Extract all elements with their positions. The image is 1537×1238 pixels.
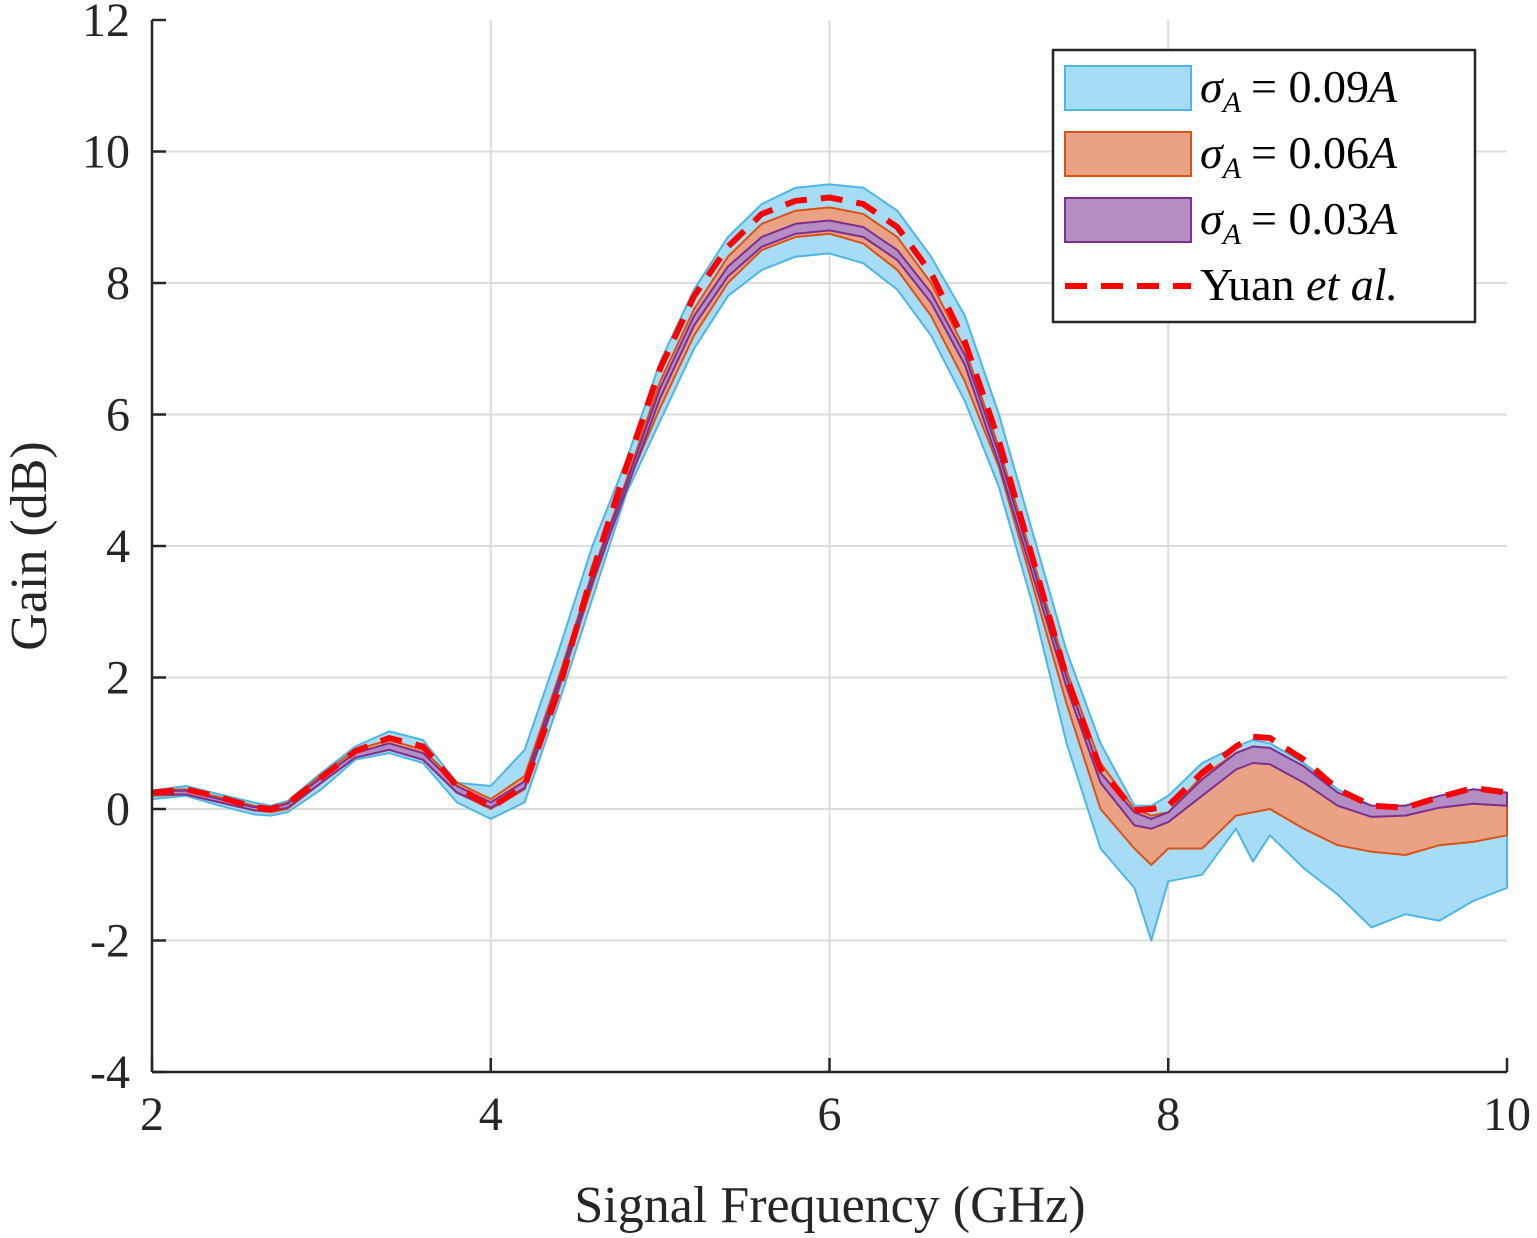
y-tick-label: 2 (106, 652, 130, 705)
y-tick-label: 0 (106, 783, 130, 836)
y-tick-label: -4 (90, 1046, 130, 1099)
tick-labels: 2 4 6 8 10 -4 -2 0 2 4 6 8 10 12 (82, 0, 1531, 1141)
legend-label-2: σA = 0.06A (1200, 127, 1398, 185)
x-tick-label: 4 (479, 1088, 503, 1141)
x-axis-title: Signal Frequency (GHz) (574, 1177, 1085, 1234)
legend-label-3: σA = 0.03A (1200, 193, 1398, 251)
x-tick-label: 2 (140, 1088, 164, 1141)
axes (150, 18, 1509, 1074)
x-tick-label: 6 (818, 1088, 842, 1141)
y-tick-label: 12 (82, 0, 130, 47)
y-axis-title: Gain (dB) (1, 441, 58, 650)
legend-swatch-1 (1064, 65, 1192, 111)
legend: σA = 0.09A σA = 0.06A σA = 0.03A Yuan et al. (1051, 48, 1477, 324)
legend-swatch-3 (1064, 197, 1192, 243)
y-tick-label: 4 (106, 520, 130, 573)
x-tick-label: 10 (1483, 1088, 1531, 1141)
y-tick-label: 6 (106, 389, 130, 442)
legend-label-1: σA = 0.09A (1200, 61, 1398, 119)
band-series-2 (151, 206, 1508, 866)
y-tick-label: 8 (106, 257, 130, 310)
legend-swatch-2 (1064, 131, 1192, 177)
x-tick-label: 8 (1156, 1088, 1180, 1141)
plot-series (151, 183, 1508, 942)
reference-curve-yuan (151, 194, 1508, 814)
y-tick-label: 10 (82, 126, 130, 179)
band-series-1 (151, 183, 1508, 942)
band-series-3 (151, 219, 1508, 830)
legend-label-reference: Yuan et al. (1200, 259, 1398, 310)
y-tick-label: -2 (90, 915, 130, 968)
